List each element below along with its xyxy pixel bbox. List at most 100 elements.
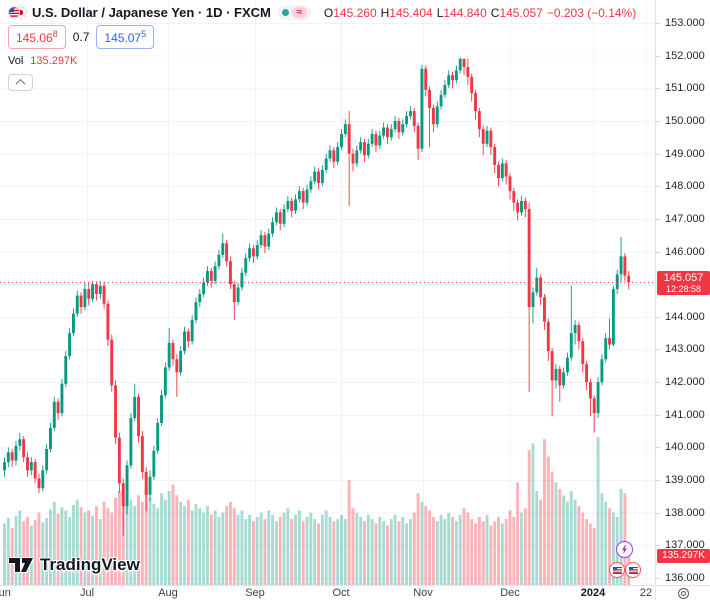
volume-bar	[619, 488, 623, 585]
volume-bar	[539, 499, 543, 585]
candle-body	[336, 147, 340, 162]
candle-wick	[176, 354, 178, 397]
volume-bar	[209, 514, 213, 585]
volume-bar	[267, 510, 271, 585]
axis-settings-gear-icon[interactable]	[678, 588, 689, 599]
volume-bar	[225, 506, 229, 585]
candle-body	[87, 289, 91, 299]
legend-collapse-button[interactable]	[8, 74, 33, 91]
price-tick-label: 147.000	[665, 212, 705, 225]
candle-body	[236, 287, 240, 303]
volume-bar	[355, 512, 359, 585]
volume-bar	[516, 482, 520, 585]
us-flag-event-icon[interactable]	[609, 562, 625, 578]
candle-body	[485, 130, 489, 144]
time-axis[interactable]: Jun Jul Aug Sep Oct Nov Dec 2024 22	[0, 585, 655, 600]
volume-bar	[52, 501, 56, 585]
candle-body	[271, 222, 275, 234]
volume-bar	[466, 512, 470, 585]
candle-body	[508, 176, 512, 192]
candle-body	[363, 142, 366, 156]
candle-body	[462, 58, 466, 68]
price-axis[interactable]: 145.057 12:28:58 135.297K 153.000 152.000…	[655, 0, 710, 585]
ask-value: 145.07	[104, 31, 142, 45]
volume-bar	[489, 525, 493, 585]
volume-bar	[408, 519, 412, 585]
volume-bar	[370, 519, 374, 585]
candle-body	[389, 129, 393, 138]
tradingview-wordmark: TradingView	[40, 555, 140, 574]
volume-bar	[324, 510, 328, 585]
volume-bar	[274, 521, 278, 585]
price-tick-mark	[656, 414, 660, 416]
legend: U.S. Dollar / Japanese Yen · 1D · FXCM ≈…	[8, 5, 636, 91]
volume-bar	[56, 513, 60, 585]
volume-bar	[531, 443, 535, 585]
candle-body	[228, 261, 232, 285]
volume-bar	[470, 519, 474, 585]
candle-body	[202, 282, 206, 294]
volume-bar	[600, 493, 604, 585]
chart-canvas[interactable]	[0, 0, 655, 586]
bid-button[interactable]: 145.068	[8, 25, 66, 49]
volume-bar	[125, 493, 129, 585]
volume-bar	[129, 499, 133, 585]
candle-body	[114, 385, 118, 438]
candle-body	[428, 89, 432, 108]
candle-body	[225, 243, 229, 262]
volume-bar	[382, 521, 386, 585]
volume-bar	[401, 516, 405, 585]
price-tick-mark	[656, 545, 660, 547]
candle-body	[106, 303, 110, 340]
candle-body	[615, 274, 619, 290]
volume-bar	[565, 501, 569, 585]
price-tick-mark	[656, 55, 660, 57]
us-flag-event-icon[interactable]	[625, 562, 641, 578]
candle-body	[110, 339, 114, 386]
candle-body	[282, 209, 286, 224]
volume-bar	[497, 516, 500, 585]
candle-body	[79, 295, 83, 308]
volume-bar	[175, 495, 179, 585]
volume-bar	[102, 501, 106, 585]
candle-body	[416, 125, 420, 149]
candle-body	[523, 200, 527, 210]
candle-body	[481, 129, 485, 144]
volume-bar	[443, 519, 447, 585]
candle-body	[320, 169, 324, 183]
data-status[interactable]: ≈	[277, 5, 311, 20]
volume-bar	[623, 493, 627, 585]
current-volume-tag: 135.297K	[657, 549, 710, 563]
candle-body	[412, 111, 416, 126]
candle-body	[627, 275, 631, 283]
candle-body	[539, 277, 543, 298]
candle-body	[623, 256, 627, 276]
volume-bar	[240, 510, 244, 585]
bid-sup-digit: 8	[52, 29, 58, 39]
symbol-title[interactable]: U.S. Dollar / Japanese Yen · 1D · FXCM	[32, 5, 271, 20]
candle-body	[477, 111, 481, 130]
volume-row: Vol 135.297K	[8, 55, 636, 67]
candle-body	[33, 462, 37, 479]
candle-body	[45, 449, 49, 471]
ask-button[interactable]: 145.075	[96, 25, 155, 49]
volume-bar	[186, 499, 190, 585]
volume-bar	[3, 523, 6, 585]
volume-bar	[535, 491, 539, 585]
candle-body	[577, 324, 581, 342]
volume-bar	[608, 508, 612, 585]
tradingview-logo[interactable]: TradingView	[8, 555, 140, 575]
candle-wick	[348, 111, 350, 206]
volume-bar	[451, 516, 454, 585]
candle-body	[451, 75, 454, 81]
volume-bar	[198, 508, 202, 585]
lightning-event-icon[interactable]	[616, 541, 633, 558]
volume-bar	[317, 523, 320, 585]
candle-body	[516, 202, 520, 213]
volume-bar	[71, 505, 75, 585]
volume-bar	[114, 497, 118, 585]
volume-bar	[29, 525, 33, 585]
candle-body	[213, 266, 217, 281]
volume-label: Vol	[8, 55, 24, 67]
